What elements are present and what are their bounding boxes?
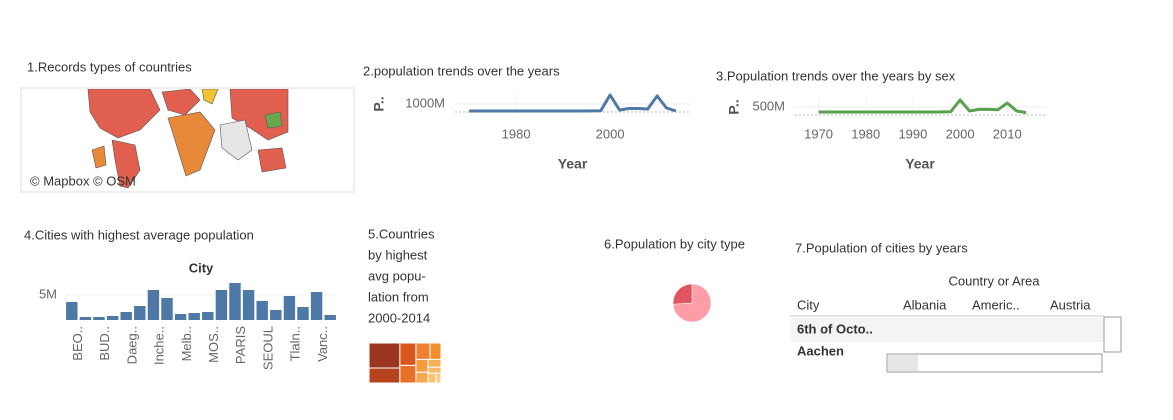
- column-header: Americ..: [972, 297, 1020, 312]
- bar: [147, 290, 160, 320]
- x-tick-label: PARIS: [233, 326, 248, 364]
- x-tick-label: 1990: [898, 126, 927, 141]
- chart-title: 4.Cities with highest average population: [24, 227, 254, 242]
- land: [91, 145, 107, 169]
- land: [257, 147, 287, 173]
- map[interactable]: [87, 89, 289, 189]
- bar: [93, 317, 105, 320]
- treemap-tile: [427, 358, 442, 368]
- treemap-tile: [368, 342, 401, 369]
- treemap-tile: [399, 342, 417, 366]
- x-tick-label: 2000: [946, 126, 975, 141]
- bar: [120, 312, 132, 320]
- chart-title: 2.population trends over the years: [363, 63, 560, 78]
- bar: [106, 316, 119, 320]
- bar: [174, 314, 187, 320]
- bar: [270, 310, 282, 320]
- chart-title: 1.Records types of countries: [27, 59, 192, 74]
- treemap-tile: [427, 372, 437, 384]
- land: [219, 119, 253, 161]
- x-tick-label: BEO..: [70, 326, 85, 361]
- bar: [66, 302, 78, 320]
- line-series: [469, 93, 677, 113]
- treemap-tile: [427, 366, 442, 374]
- treemap-tile: [435, 372, 442, 384]
- bar: [229, 283, 241, 320]
- x-tick-label: 1980: [851, 126, 880, 141]
- column-header: City: [797, 297, 820, 312]
- chart-title: 3.Population trends over the years by se…: [716, 68, 956, 83]
- bar: [310, 292, 323, 320]
- y-tick-label: 5M: [39, 286, 57, 301]
- y-axis-label: P..: [371, 96, 387, 111]
- treemap-tile: [415, 358, 429, 373]
- h-scroll-thumb[interactable]: [888, 355, 918, 371]
- x-axis-label: Year: [558, 156, 588, 172]
- row-header: Aachen: [797, 343, 844, 358]
- chart-title: lation from: [368, 289, 429, 304]
- chart-title: 6.Population by city type: [604, 236, 745, 251]
- bar: [202, 312, 214, 320]
- column-group-header: Country or Area: [948, 273, 1040, 288]
- bar: [242, 290, 255, 320]
- y-tick-label: 1000M: [405, 95, 445, 110]
- x-tick-label: MOS..: [206, 326, 221, 363]
- bar: [283, 296, 296, 320]
- bar: [79, 317, 92, 320]
- land: [167, 111, 216, 177]
- table-body: 6th of Octo.. Aachen: [797, 321, 873, 358]
- chart-title: avg popu-: [368, 268, 426, 283]
- x-tick-label: 2010: [993, 126, 1022, 141]
- y-axis-label: P..: [726, 99, 742, 114]
- chart-title: by highest: [368, 247, 428, 262]
- column-header: Albania: [903, 297, 947, 312]
- chart-title: 5.Countries: [368, 226, 435, 241]
- x-tick-label: 1980: [502, 126, 531, 141]
- x-tick-label: Vanc..: [315, 326, 330, 362]
- bar: [324, 315, 336, 320]
- x-tick-label: Melb..: [179, 326, 194, 361]
- x-tick-label: Inche..: [152, 326, 167, 365]
- treemap-tile: [399, 364, 417, 384]
- treemap-tile: [368, 367, 401, 384]
- y-tick-label: 500M: [752, 98, 785, 113]
- x-tick-label: 1970: [804, 126, 833, 141]
- row-band: [790, 318, 1104, 342]
- chart-title: 2000-2014: [368, 310, 430, 325]
- pie-slice: [672, 283, 693, 305]
- bar: [256, 301, 268, 320]
- treemap-tile: [415, 342, 431, 360]
- column-header: Austria: [1050, 297, 1091, 312]
- bar: [161, 298, 173, 320]
- x-tick-label: BUD..: [97, 326, 112, 361]
- chart-title: 7.Population of cities by years: [795, 240, 968, 255]
- x-tick-label: SEOUL: [260, 326, 275, 370]
- bar: [297, 307, 309, 320]
- land: [201, 89, 219, 105]
- bar: [188, 313, 200, 320]
- treemap-tile: [429, 342, 442, 360]
- land: [87, 89, 161, 139]
- x-tick-label: 2000: [596, 126, 625, 141]
- bar: [215, 290, 228, 320]
- line-series: [818, 98, 1027, 115]
- column-header: City: [189, 260, 214, 275]
- land: [264, 111, 283, 129]
- x-tick-label: Daeg..: [124, 326, 139, 364]
- x-axis-label: Year: [905, 156, 935, 172]
- h-scrollbar[interactable]: [886, 353, 1103, 373]
- bar: [134, 306, 146, 320]
- map-attribution: © Mapbox © OSM: [30, 173, 136, 188]
- pie-slice: [672, 283, 712, 323]
- treemap-tile: [415, 371, 429, 384]
- x-tick-label: Tlaln..: [288, 326, 303, 361]
- land: [111, 139, 141, 189]
- v-scrollbar[interactable]: [1103, 316, 1122, 353]
- land: [161, 89, 201, 116]
- row-header: 6th of Octo..: [797, 321, 873, 336]
